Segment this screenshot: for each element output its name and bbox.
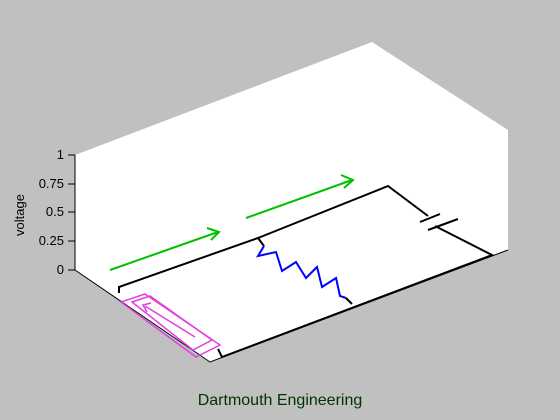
current-arrows (109, 174, 355, 271)
voltage-source (119, 293, 222, 358)
capacitor-plate-left (419, 213, 441, 223)
source-outline-outer (119, 293, 222, 358)
circuit-wires (118, 184, 495, 359)
y-tick-label: 0.75 (39, 176, 64, 191)
resistor (255, 245, 347, 299)
source-arrow-shaft (144, 305, 196, 338)
capacitor-plate-right (427, 218, 459, 231)
figure-caption: Dartmouth Engineering (197, 392, 363, 409)
y-axis-label: voltage (12, 194, 27, 236)
y-axis: 0 0.25 0.5 0.75 1 voltage (12, 147, 75, 277)
y-tick-label: 0 (57, 262, 64, 277)
capacitor (419, 213, 459, 231)
resistor-lead-bottom (345, 297, 353, 305)
right-wire (217, 225, 495, 359)
source-outline-inner (130, 295, 214, 351)
source-arrow-head (141, 302, 152, 313)
y-tick-label: 0.25 (39, 233, 64, 248)
y-tick-label: 0.5 (46, 204, 64, 219)
y-tick-label: 1 (57, 147, 64, 162)
current-arrow-shaft (109, 231, 219, 271)
current-arrow-head (206, 227, 221, 241)
current-arrow-head (340, 174, 355, 189)
floor-pane (75, 155, 508, 362)
current-arrow-shaft (245, 179, 353, 219)
resistor-lead-top (257, 237, 265, 247)
